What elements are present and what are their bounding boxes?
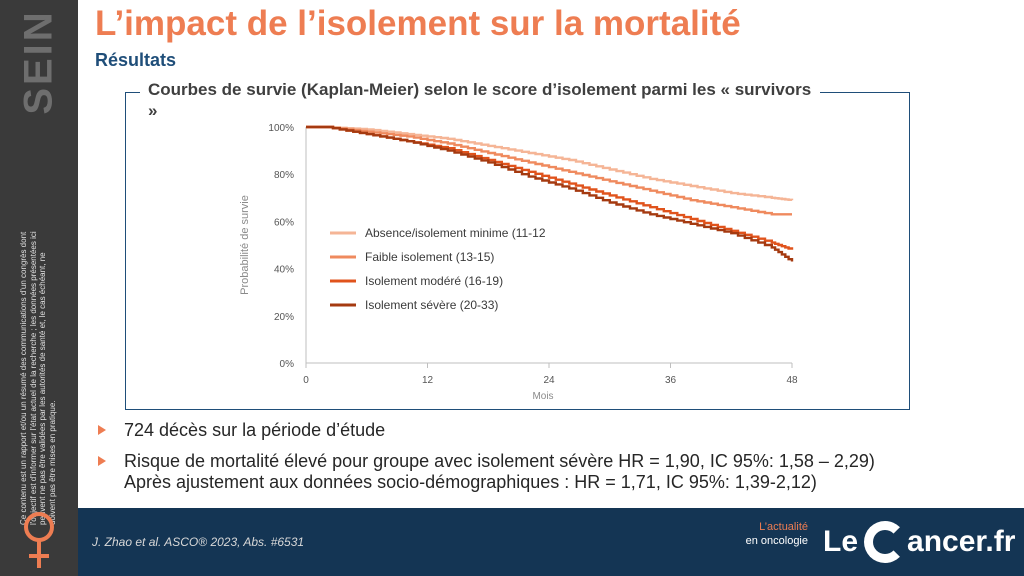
x-tick-label: 48 bbox=[786, 375, 798, 386]
y-tick-label: 0% bbox=[280, 359, 295, 370]
survival-curves bbox=[306, 125, 794, 262]
key-findings: 724 décès sur la période d’étude Risque … bbox=[98, 420, 998, 503]
kaplan-meier-chart: 0% 20% 40% 60% 80% 100% 0 12 24 36 48 Absence/iso… bbox=[239, 123, 798, 402]
y-tick-label: 20% bbox=[274, 312, 294, 323]
footer: J. Zhao et al. ASCO® 2023, Abs. #6531 L’… bbox=[78, 508, 1024, 576]
brand-c-ring-icon bbox=[864, 521, 907, 563]
finding-text: Risque de mortalité élevé pour groupe av… bbox=[124, 451, 875, 471]
y-tick-label: 100% bbox=[268, 123, 294, 134]
finding-continuation: Après ajustement aux données socio-démog… bbox=[124, 472, 817, 492]
x-axis-title: Mois bbox=[532, 391, 553, 402]
finding-text: 724 décès sur la période d’étude bbox=[124, 420, 386, 440]
y-tick-label: 80% bbox=[274, 170, 294, 181]
legend-label: Absence/isolement minime (11-12 bbox=[365, 226, 546, 240]
y-axis-ticks: 0% 20% 40% 60% 80% 100% bbox=[268, 123, 294, 370]
survival-curve-4 bbox=[306, 125, 794, 262]
sidebar: SEIN Ce contenu est un rapport et/ou un … bbox=[0, 0, 78, 576]
x-tick-label: 36 bbox=[665, 375, 677, 386]
slide-title: L’impact de l’isolement sur la mortalité bbox=[95, 4, 741, 43]
brand-logo: Le ancer.fr bbox=[823, 514, 1015, 570]
female-symbol-icon bbox=[24, 512, 54, 568]
disclaimer-text: Ce contenu est un rapport et/ou un résum… bbox=[19, 231, 57, 525]
brand-le: Le bbox=[823, 525, 859, 558]
tagline-line-2: en oncologie bbox=[745, 535, 808, 547]
bullet-arrow-icon bbox=[98, 425, 106, 435]
survival-curve-1 bbox=[306, 125, 794, 201]
x-axis-ticks: 0 12 24 36 48 bbox=[303, 363, 798, 386]
survival-curve-2 bbox=[306, 125, 792, 216]
reference-citation: J. Zhao et al. ASCO® 2023, Abs. #6531 bbox=[92, 535, 305, 549]
legend-label: Faible isolement (13-15) bbox=[365, 250, 494, 264]
brand-tagline: L’actualité en oncologie bbox=[708, 520, 808, 548]
x-tick-label: 24 bbox=[543, 375, 555, 386]
finding-risk: Risque de mortalité élevé pour groupe av… bbox=[98, 451, 998, 493]
x-tick-label: 12 bbox=[422, 375, 434, 386]
section-label: SEIN bbox=[16, 9, 61, 115]
chart-heading: Courbes de survie (Kaplan-Meier) selon l… bbox=[140, 79, 820, 121]
tagline-line-1: L’actualité bbox=[759, 521, 808, 533]
legend-label: Isolement modéré (16-19) bbox=[365, 274, 503, 288]
legend-label: Isolement sévère (20-33) bbox=[365, 298, 498, 312]
y-tick-label: 40% bbox=[274, 265, 294, 276]
brand-rest: ancer.fr bbox=[907, 525, 1016, 558]
finding-deaths: 724 décès sur la période d’étude bbox=[98, 420, 998, 441]
bullet-arrow-icon bbox=[98, 456, 106, 466]
x-tick-label: 0 bbox=[303, 375, 309, 386]
chart-legend: Absence/isolement minime (11-12 Faible is… bbox=[330, 226, 546, 312]
y-axis-title: Probabilité de survie bbox=[239, 195, 251, 295]
slide-subtitle: Résultats bbox=[95, 50, 177, 70]
y-tick-label: 60% bbox=[274, 217, 294, 228]
